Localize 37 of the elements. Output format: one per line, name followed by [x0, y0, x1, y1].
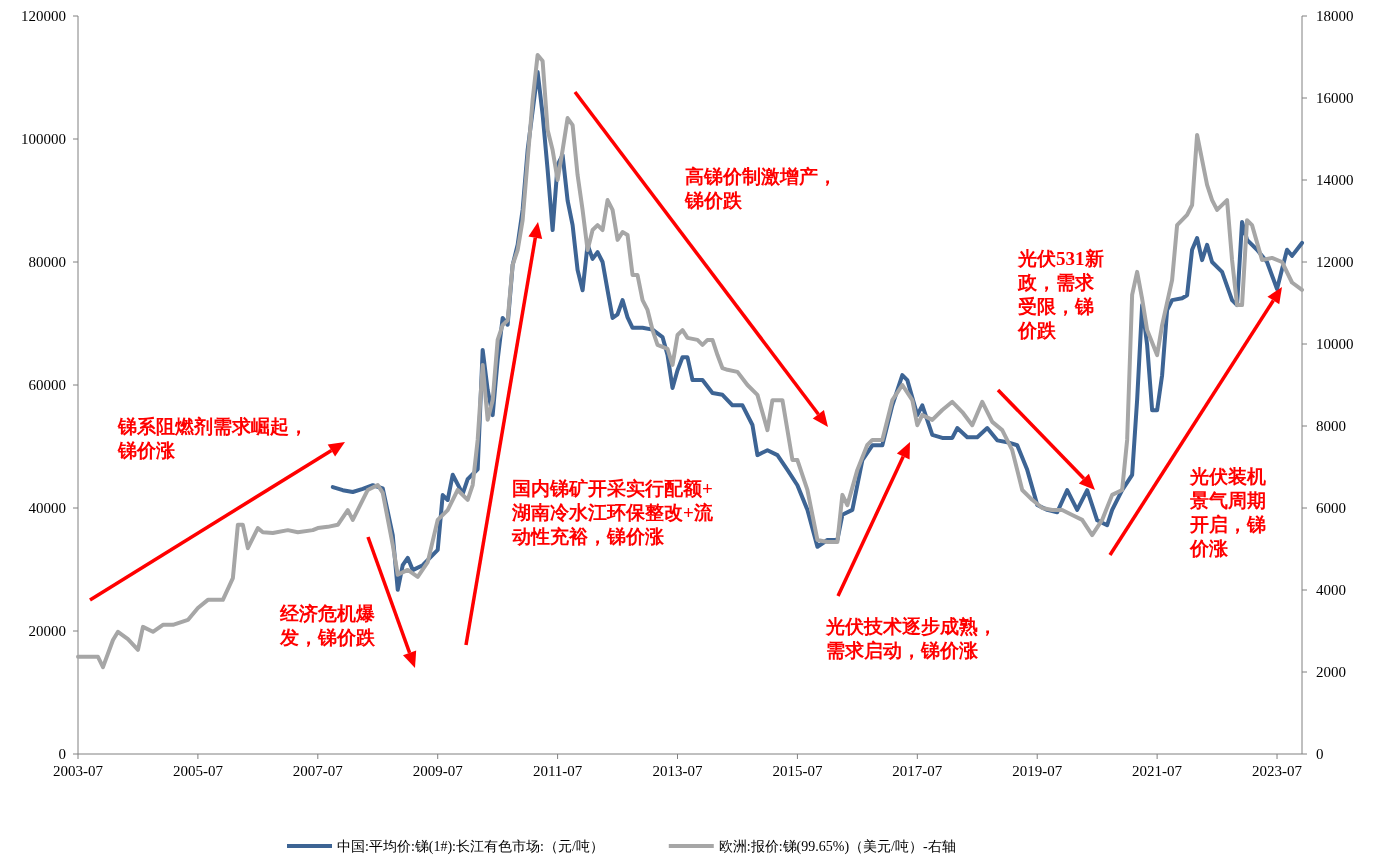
y-tick-label: 60000 — [28, 377, 66, 393]
y2-tick-label: 10000 — [1316, 336, 1354, 352]
x-tick-label: 2015-07 — [772, 763, 823, 779]
y2-tick-label: 4000 — [1316, 582, 1346, 598]
annotation: 经济危机爆发，锑价跌 — [280, 603, 375, 648]
annotation: 锑系阻燃剂需求崛起，锑价涨 — [118, 416, 308, 461]
annotation: 光伏531新政，需求受限，锑价跌 — [1018, 248, 1104, 341]
x-tick-label: 2007-07 — [292, 763, 344, 779]
x-tick-label: 2005-07 — [172, 763, 224, 779]
y-tick-label: 40000 — [28, 500, 66, 516]
annotation: 国内锑矿开采实行配额+湖南冷水江环保整改+流动性充裕，锑价涨 — [512, 478, 713, 547]
x-tick-label: 2023-07 — [1252, 763, 1303, 779]
x-tick-label: 2019-07 — [1012, 763, 1063, 779]
y-tick-label: 0 — [58, 746, 66, 762]
x-tick-label: 2009-07 — [412, 763, 464, 779]
legend-label: 欧洲:报价:锑(99.65%)（美元/吨）-右轴 — [718, 839, 956, 855]
y-tick-label: 20000 — [28, 623, 66, 639]
legend-label: 中国:平均价:锑(1#):长江有色市场:（元/吨） — [337, 839, 604, 855]
x-tick-label: 2011-07 — [532, 763, 583, 779]
y-tick-label: 100000 — [21, 131, 66, 147]
x-tick-label: 2013-07 — [652, 763, 704, 779]
annotation: 高锑价制激增产，锑价跌 — [685, 166, 837, 211]
y2-tick-label: 14000 — [1316, 172, 1354, 188]
y2-tick-label: 2000 — [1316, 664, 1346, 680]
annotation: 光伏装机景气周期开启，锑价涨 — [1190, 466, 1266, 559]
y2-tick-label: 18000 — [1316, 8, 1354, 24]
y2-tick-label: 6000 — [1316, 500, 1346, 516]
y2-tick-label: 8000 — [1316, 418, 1346, 434]
x-tick-label: 2017-07 — [892, 763, 943, 779]
annotation: 光伏技术逐步成熟，需求启动，锑价涨 — [826, 616, 997, 661]
y-tick-label: 80000 — [28, 254, 66, 270]
y-tick-label: 120000 — [21, 8, 66, 24]
x-tick-label: 2021-07 — [1132, 763, 1183, 779]
x-tick-label: 2003-07 — [53, 763, 104, 779]
y2-tick-label: 16000 — [1316, 90, 1354, 106]
y2-tick-label: 0 — [1316, 746, 1324, 762]
y2-tick-label: 12000 — [1316, 254, 1354, 270]
